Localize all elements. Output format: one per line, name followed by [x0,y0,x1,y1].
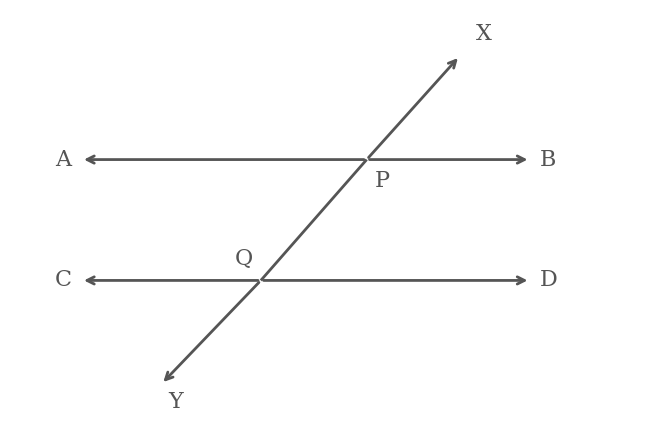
Text: X: X [476,23,491,45]
Text: Q: Q [235,248,253,270]
Text: D: D [540,269,558,291]
Text: C: C [55,269,72,291]
Text: Y: Y [168,391,183,413]
Text: P: P [375,170,390,192]
Text: B: B [540,149,556,171]
Text: A: A [55,149,72,171]
